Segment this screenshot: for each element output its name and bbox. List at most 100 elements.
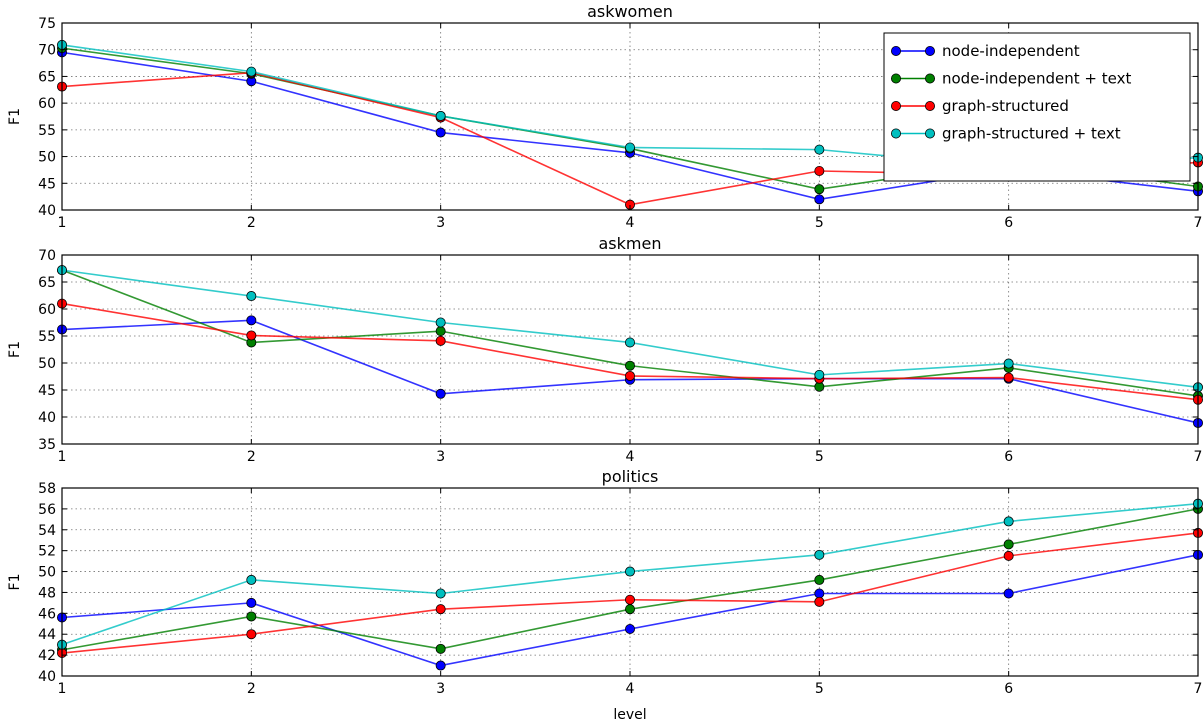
x-tick-label: 6 — [1004, 215, 1013, 231]
data-point — [246, 315, 257, 326]
y-tick-label: 50 — [38, 565, 56, 581]
data-point — [814, 165, 825, 176]
legend-marker — [891, 46, 902, 57]
legend-marker — [891, 101, 902, 112]
legend-marker — [925, 73, 936, 84]
y-tick-label: 48 — [38, 585, 56, 601]
data-point — [1003, 516, 1014, 527]
x-tick-label: 6 — [1004, 681, 1013, 697]
x-tick-label: 5 — [815, 449, 824, 465]
data-point — [625, 566, 636, 577]
x-tick-label: 3 — [436, 215, 445, 231]
data-point — [814, 194, 825, 205]
x-tick-label: 3 — [436, 681, 445, 697]
y-tick-label: 45 — [38, 383, 56, 399]
y-tick-label: 44 — [38, 627, 56, 643]
y-tick-label: 35 — [38, 437, 56, 453]
data-point — [625, 604, 636, 615]
data-point — [625, 370, 636, 381]
data-point — [814, 369, 825, 380]
data-point — [435, 588, 446, 599]
y-tick-label: 46 — [38, 606, 56, 622]
data-point — [246, 574, 257, 585]
data-point — [1003, 550, 1014, 561]
data-point — [625, 142, 636, 153]
y-tick-label: 50 — [38, 356, 56, 372]
x-tick-label: 6 — [1004, 449, 1013, 465]
legend-marker — [925, 128, 936, 139]
y-tick-label: 65 — [38, 69, 56, 85]
data-point — [814, 184, 825, 195]
legend-marker — [925, 46, 936, 57]
data-point — [814, 596, 825, 607]
x-tick-label: 2 — [247, 681, 256, 697]
data-point — [435, 127, 446, 138]
x-tick-label: 1 — [58, 215, 67, 231]
y-tick-label: 40 — [38, 669, 56, 685]
data-point — [625, 624, 636, 635]
data-point — [246, 330, 257, 341]
x-tick-label: 4 — [626, 215, 635, 231]
data-point — [1003, 372, 1014, 383]
y-tick-label: 56 — [38, 502, 56, 518]
data-point — [625, 360, 636, 371]
data-point — [246, 611, 257, 622]
y-axis-label: F1 — [7, 341, 23, 358]
data-point — [435, 604, 446, 615]
y-tick-label: 40 — [38, 410, 56, 426]
y-tick-label: 50 — [38, 150, 56, 166]
y-tick-label: 60 — [38, 302, 56, 318]
y-tick-label: 45 — [38, 176, 56, 192]
data-point — [625, 337, 636, 348]
y-axis-label: F1 — [7, 574, 23, 591]
x-tick-label: 5 — [815, 681, 824, 697]
y-tick-label: 55 — [38, 329, 56, 345]
legend-label: graph-structured + text — [942, 125, 1121, 143]
data-point — [246, 291, 257, 302]
data-point — [814, 144, 825, 155]
x-tick-label: 1 — [58, 681, 67, 697]
x-tick-label: 2 — [247, 215, 256, 231]
chart-title: askwomen — [587, 2, 673, 21]
data-point — [814, 549, 825, 560]
data-point — [435, 326, 446, 337]
y-axis-label: F1 — [7, 108, 23, 125]
y-tick-label: 70 — [38, 43, 56, 59]
data-point — [435, 643, 446, 654]
data-point — [246, 629, 257, 640]
x-tick-label: 4 — [626, 449, 635, 465]
legend-label: graph-structured — [942, 97, 1069, 115]
legend-label: node-independent — [942, 42, 1080, 60]
x-axis-label: level — [613, 707, 646, 723]
data-point — [1003, 358, 1014, 369]
data-point — [625, 594, 636, 605]
data-point — [435, 660, 446, 671]
x-tick-label: 2 — [247, 449, 256, 465]
x-tick-label: 7 — [1194, 681, 1203, 697]
y-tick-label: 70 — [38, 248, 56, 264]
y-tick-label: 55 — [38, 123, 56, 139]
y-tick-label: 54 — [38, 523, 56, 539]
legend-marker — [891, 73, 902, 84]
data-point — [246, 66, 257, 77]
legend-marker — [925, 101, 936, 112]
y-tick-label: 52 — [38, 544, 56, 560]
data-point — [1003, 588, 1014, 599]
legend-label: node-independent + text — [942, 70, 1131, 88]
x-tick-label: 1 — [58, 449, 67, 465]
x-tick-label: 7 — [1194, 449, 1203, 465]
chart-title: politics — [602, 467, 659, 486]
y-tick-label: 65 — [38, 275, 56, 291]
x-tick-label: 5 — [815, 215, 824, 231]
legend-box — [883, 32, 1191, 182]
data-point — [246, 597, 257, 608]
data-point — [435, 388, 446, 399]
y-tick-label: 75 — [38, 16, 56, 32]
data-point — [435, 335, 446, 346]
y-tick-label: 60 — [38, 96, 56, 112]
data-point — [435, 317, 446, 328]
